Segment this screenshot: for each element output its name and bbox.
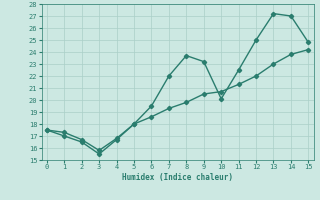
X-axis label: Humidex (Indice chaleur): Humidex (Indice chaleur) (122, 173, 233, 182)
